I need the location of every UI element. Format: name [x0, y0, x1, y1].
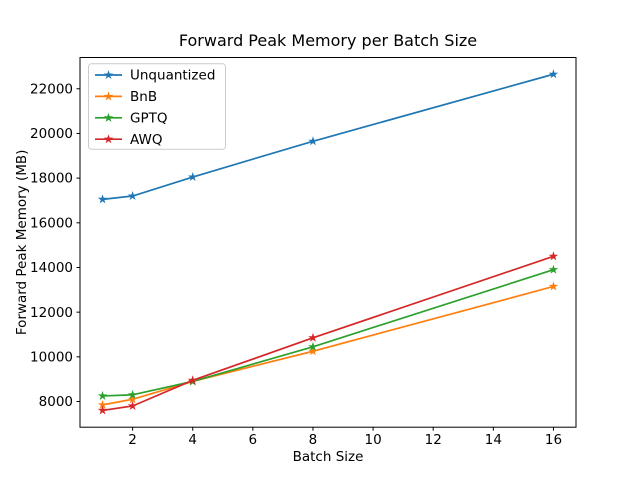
y-tick-label: 8000 — [39, 394, 73, 410]
series-marker-gptq — [548, 264, 559, 274]
plot-series — [97, 69, 559, 415]
y-tick-label: 10000 — [30, 349, 73, 365]
x-tick-label: 6 — [249, 432, 258, 448]
series-marker-bnb — [548, 281, 559, 291]
legend-item-unquantized: Unquantized — [95, 68, 215, 84]
x-tick-label: 4 — [188, 432, 197, 448]
plot-border — [79, 57, 577, 428]
x-tick-label: 16 — [545, 432, 562, 448]
series-marker-gptq — [97, 390, 108, 400]
x-tick-label: 14 — [485, 432, 502, 448]
legend-marker-unquantized — [103, 70, 114, 80]
x-tick-label: 2 — [128, 432, 137, 448]
series-marker-awq — [308, 332, 318, 342]
series-marker-unquantized — [548, 69, 559, 79]
y-tick-label: 14000 — [30, 260, 73, 276]
chart-title: Forward Peak Memory per Batch Size — [179, 31, 477, 50]
series-marker-unquantized — [187, 172, 198, 182]
series-marker-awq — [127, 400, 138, 411]
y-axis-label: Forward Peak Memory (MB) — [14, 150, 30, 336]
legend: Unquantized BnB GPTQ AWQ — [88, 63, 226, 150]
series-marker-gptq — [308, 341, 318, 351]
legend-label-awq: AWQ — [130, 132, 162, 148]
x-tick-label: 8 — [309, 432, 318, 448]
x-axis-label: Batch Size — [293, 449, 364, 465]
series-marker-awq — [187, 375, 198, 385]
legend-label-unquantized: Unquantized — [130, 68, 215, 84]
legend-marker-gptq — [103, 112, 114, 122]
series-marker-gptq — [127, 389, 138, 399]
y-tick-label: 20000 — [30, 126, 73, 142]
legend-label-gptq: GPTQ — [130, 111, 167, 127]
x-tick-label: 12 — [425, 432, 442, 448]
series-marker-awq — [548, 251, 559, 261]
y-tick-label: 12000 — [30, 305, 73, 321]
axis-ticks: 8000 10000 12000 14000 16000 18000 20000 22000 2… — [30, 81, 562, 448]
y-tick-label: 18000 — [30, 171, 73, 187]
y-tick-label: 22000 — [30, 81, 73, 97]
legend-box — [88, 63, 226, 150]
legend-marker-bnb — [103, 91, 114, 101]
legend-item-bnb: BnB — [95, 89, 157, 105]
series-marker-unquantized — [127, 191, 138, 201]
legend-marker-awq — [103, 134, 114, 144]
series-marker-awq — [97, 405, 108, 415]
x-tick-label: 10 — [364, 432, 381, 448]
legend-item-gptq: GPTQ — [95, 111, 167, 127]
legend-label-bnb: BnB — [130, 89, 157, 105]
series-marker-bnb — [127, 394, 138, 404]
series-marker-unquantized — [308, 136, 318, 146]
legend-item-awq: AWQ — [95, 132, 162, 148]
series-marker-bnb — [97, 399, 108, 409]
series-marker-unquantized — [97, 194, 108, 204]
series-marker-bnb — [308, 346, 318, 356]
y-tick-label: 16000 — [30, 215, 73, 231]
